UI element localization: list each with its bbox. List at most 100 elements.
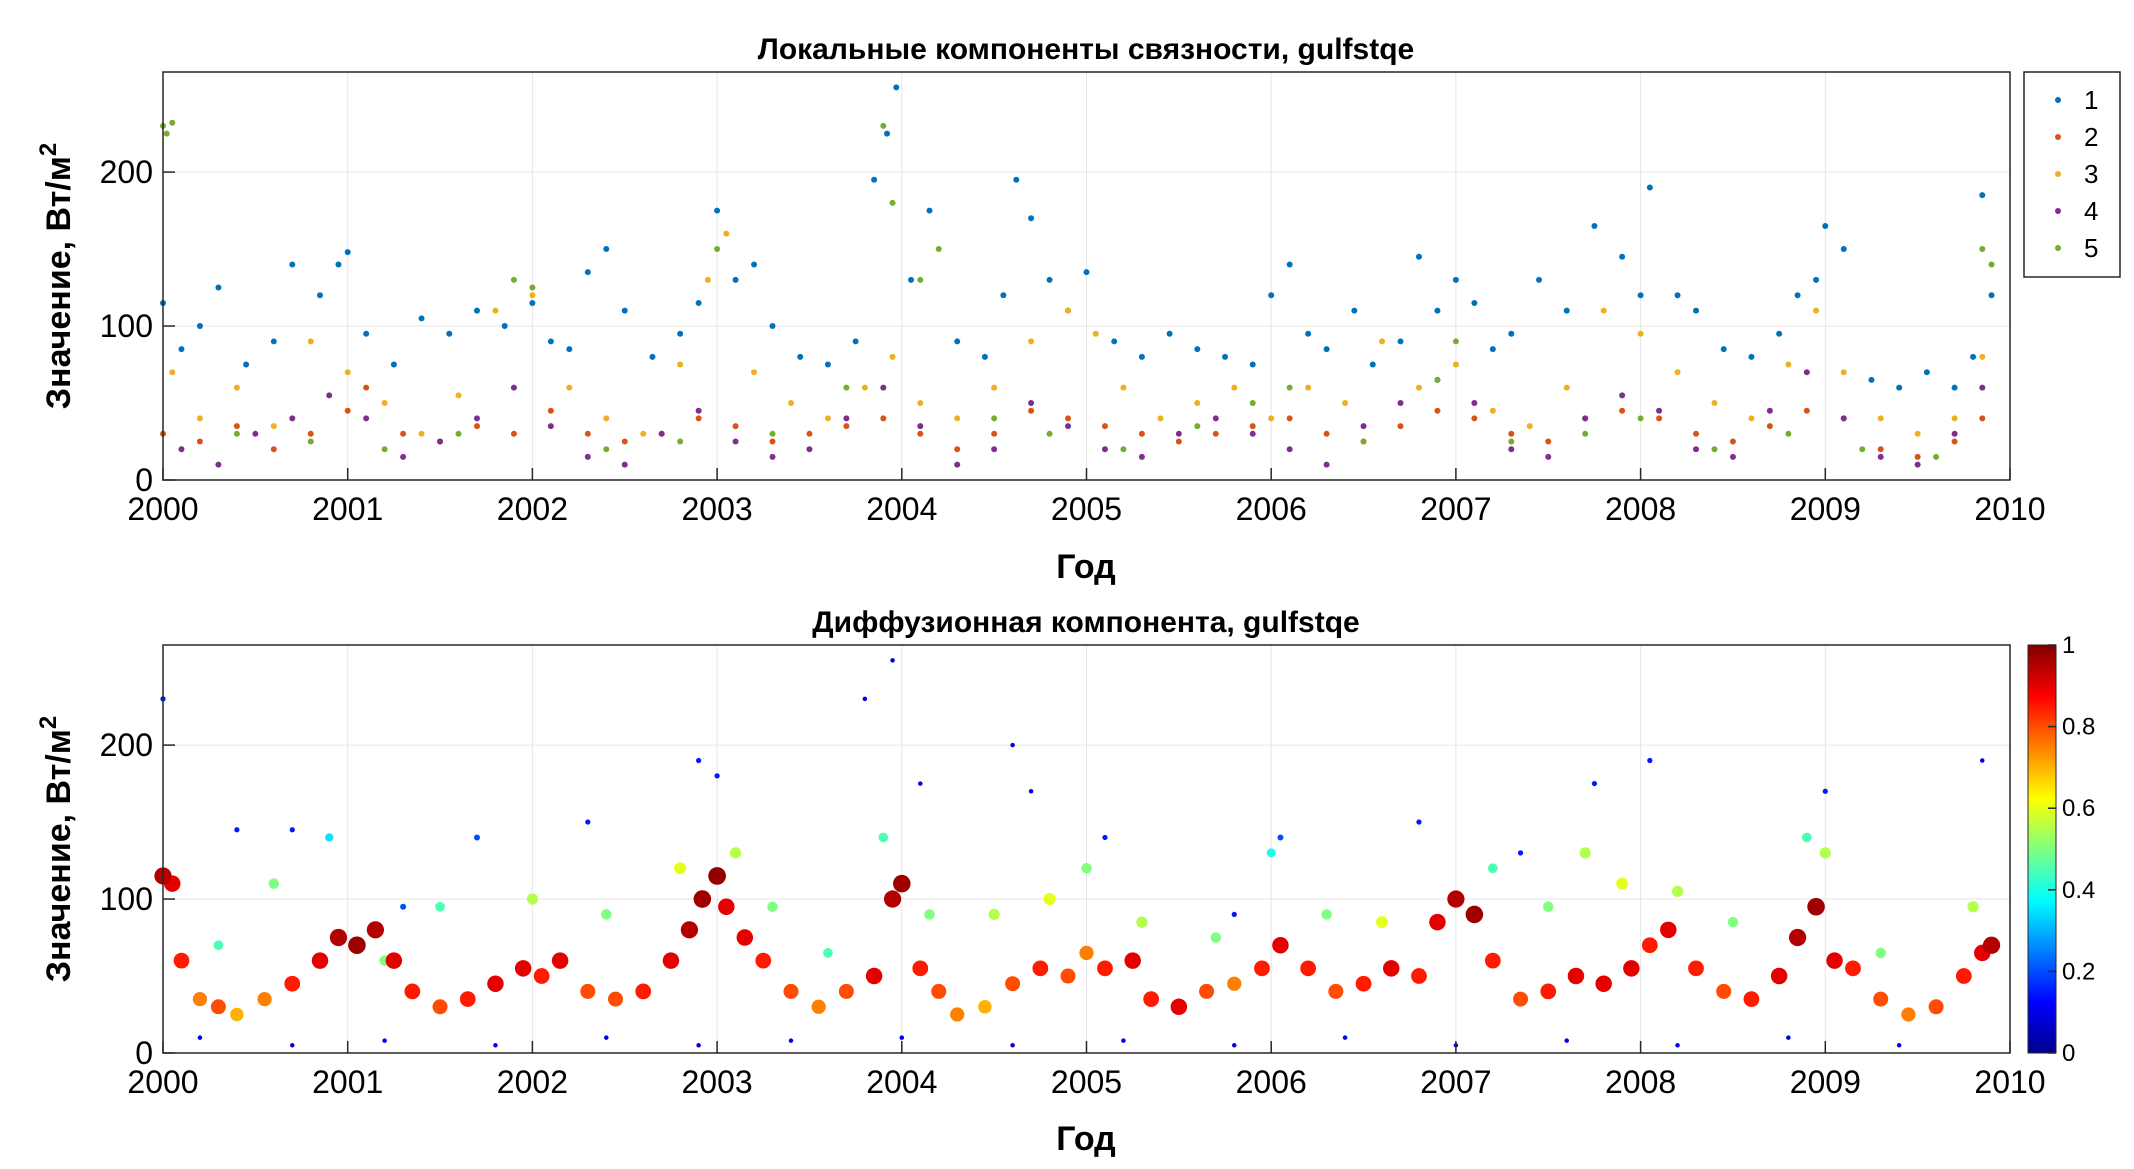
diffusion-point [811, 999, 826, 1014]
series-1-point [677, 330, 684, 337]
diffusion-point [1822, 788, 1828, 794]
x-tick-label: 2008 [1605, 491, 1676, 527]
series-2-point [917, 430, 924, 437]
series-4-point [1619, 392, 1626, 399]
series-4-point [252, 430, 259, 437]
diffusion-point [1254, 960, 1270, 977]
legend-label-2: 2 [2084, 122, 2098, 152]
diffusion-point [514, 960, 532, 977]
legend-marker-5 [2055, 245, 2061, 251]
diffusion-point [311, 952, 329, 969]
diffusion-point [1671, 885, 1684, 897]
series-4-point [1729, 453, 1736, 460]
series-4-point [215, 461, 222, 468]
series-3-point [529, 292, 536, 299]
series-1-point [1822, 222, 1829, 229]
series-1-point [1489, 346, 1496, 353]
series-4-point [400, 453, 407, 460]
series-2-point [1175, 438, 1182, 445]
series-2-point [1508, 430, 1515, 437]
diffusion-point [1484, 952, 1501, 969]
series-5-point [677, 438, 684, 445]
diffusion-point [284, 975, 301, 992]
series-1-point [1637, 292, 1644, 299]
y-tick-label: 200 [100, 727, 153, 763]
diffusion-point [213, 940, 224, 951]
series-2-point [1028, 407, 1035, 414]
series-2-point [1434, 407, 1441, 414]
diffusion-point [1595, 975, 1612, 992]
series-2-point [1979, 415, 1986, 422]
chart2-ylabel: Значение, Вт/м2 [35, 716, 78, 983]
series-1-point [501, 323, 508, 330]
series-4-point [1656, 407, 1663, 414]
series-4-point [1101, 446, 1108, 453]
diffusion-point [1032, 960, 1049, 977]
series-2-point [769, 438, 776, 445]
series-2-point [621, 438, 628, 445]
series-4-point [326, 392, 333, 399]
series-1-point [926, 207, 933, 214]
series-3-point [381, 400, 388, 407]
series-4-point [917, 423, 924, 430]
series-4-point [1545, 453, 1552, 460]
series-2-point [1729, 438, 1736, 445]
series-1-point [649, 353, 656, 360]
series-4-point [1582, 415, 1589, 422]
series-2-point [1619, 407, 1626, 414]
series-3-point [1785, 361, 1792, 368]
series-1-point [824, 361, 831, 368]
diffusion-point [1010, 742, 1015, 748]
series-3-point [787, 400, 794, 407]
chart1-title: Локальные компоненты связности, gulfstqe [758, 33, 1414, 66]
diffusion-point [1955, 968, 1972, 984]
diffusion-point [1517, 850, 1524, 856]
chart2-ylabel-text: Значение, Вт/м [40, 729, 78, 982]
series-3-point [344, 369, 351, 376]
diffusion-point [435, 901, 445, 912]
diffusion-point [1124, 952, 1141, 969]
diffusion-point [931, 983, 947, 999]
series-2-point [806, 430, 813, 437]
diffusion-point [1896, 1043, 1902, 1048]
diffusion-point [1819, 847, 1831, 859]
series-4-point [584, 453, 591, 460]
diffusion-point [783, 983, 799, 999]
series-5-point [889, 199, 896, 206]
diffusion-point [230, 1007, 244, 1022]
series-5-point [1979, 246, 1986, 253]
diffusion-point [487, 975, 504, 992]
diffusion-point [1010, 1043, 1015, 1048]
series-1-point [446, 330, 453, 337]
series-3-point [1120, 384, 1127, 391]
series-1-point [1046, 276, 1053, 283]
diffusion-point [1543, 901, 1554, 912]
diffusion-point [714, 773, 720, 779]
series-1-point [714, 207, 721, 214]
series-1-point [1305, 330, 1312, 337]
series-2-point [510, 430, 517, 437]
diffusion-point [608, 991, 624, 1007]
series-4-point [1766, 407, 1773, 414]
series-2-point [991, 430, 998, 437]
series-3-point [1563, 384, 1570, 391]
series-2-point [547, 407, 554, 414]
series-3-point [1526, 423, 1533, 430]
chart1-x-ticks: 2000 2001 2002 2003 2004 2005 2006 2007 2008 2009… [127, 468, 2046, 527]
diffusion-point [1136, 916, 1148, 928]
series-1-point [289, 261, 296, 268]
series-1-point [1083, 269, 1090, 276]
series-5-point [163, 130, 170, 137]
x-tick-label: 2000 [127, 491, 198, 527]
series-1-point [1720, 346, 1727, 353]
colorbar-tick-label: 0 [2062, 1040, 2075, 1067]
series-1-point [178, 346, 185, 353]
colorbar-tick-label: 0.4 [2062, 877, 2095, 904]
series-5-point [917, 276, 924, 283]
series-1-point [1013, 176, 1020, 183]
diffusion-point [838, 983, 854, 999]
series-3-point [824, 415, 831, 422]
series-5-point [455, 430, 462, 437]
series-2-point [1212, 430, 1219, 437]
series-4-point [1693, 446, 1700, 453]
